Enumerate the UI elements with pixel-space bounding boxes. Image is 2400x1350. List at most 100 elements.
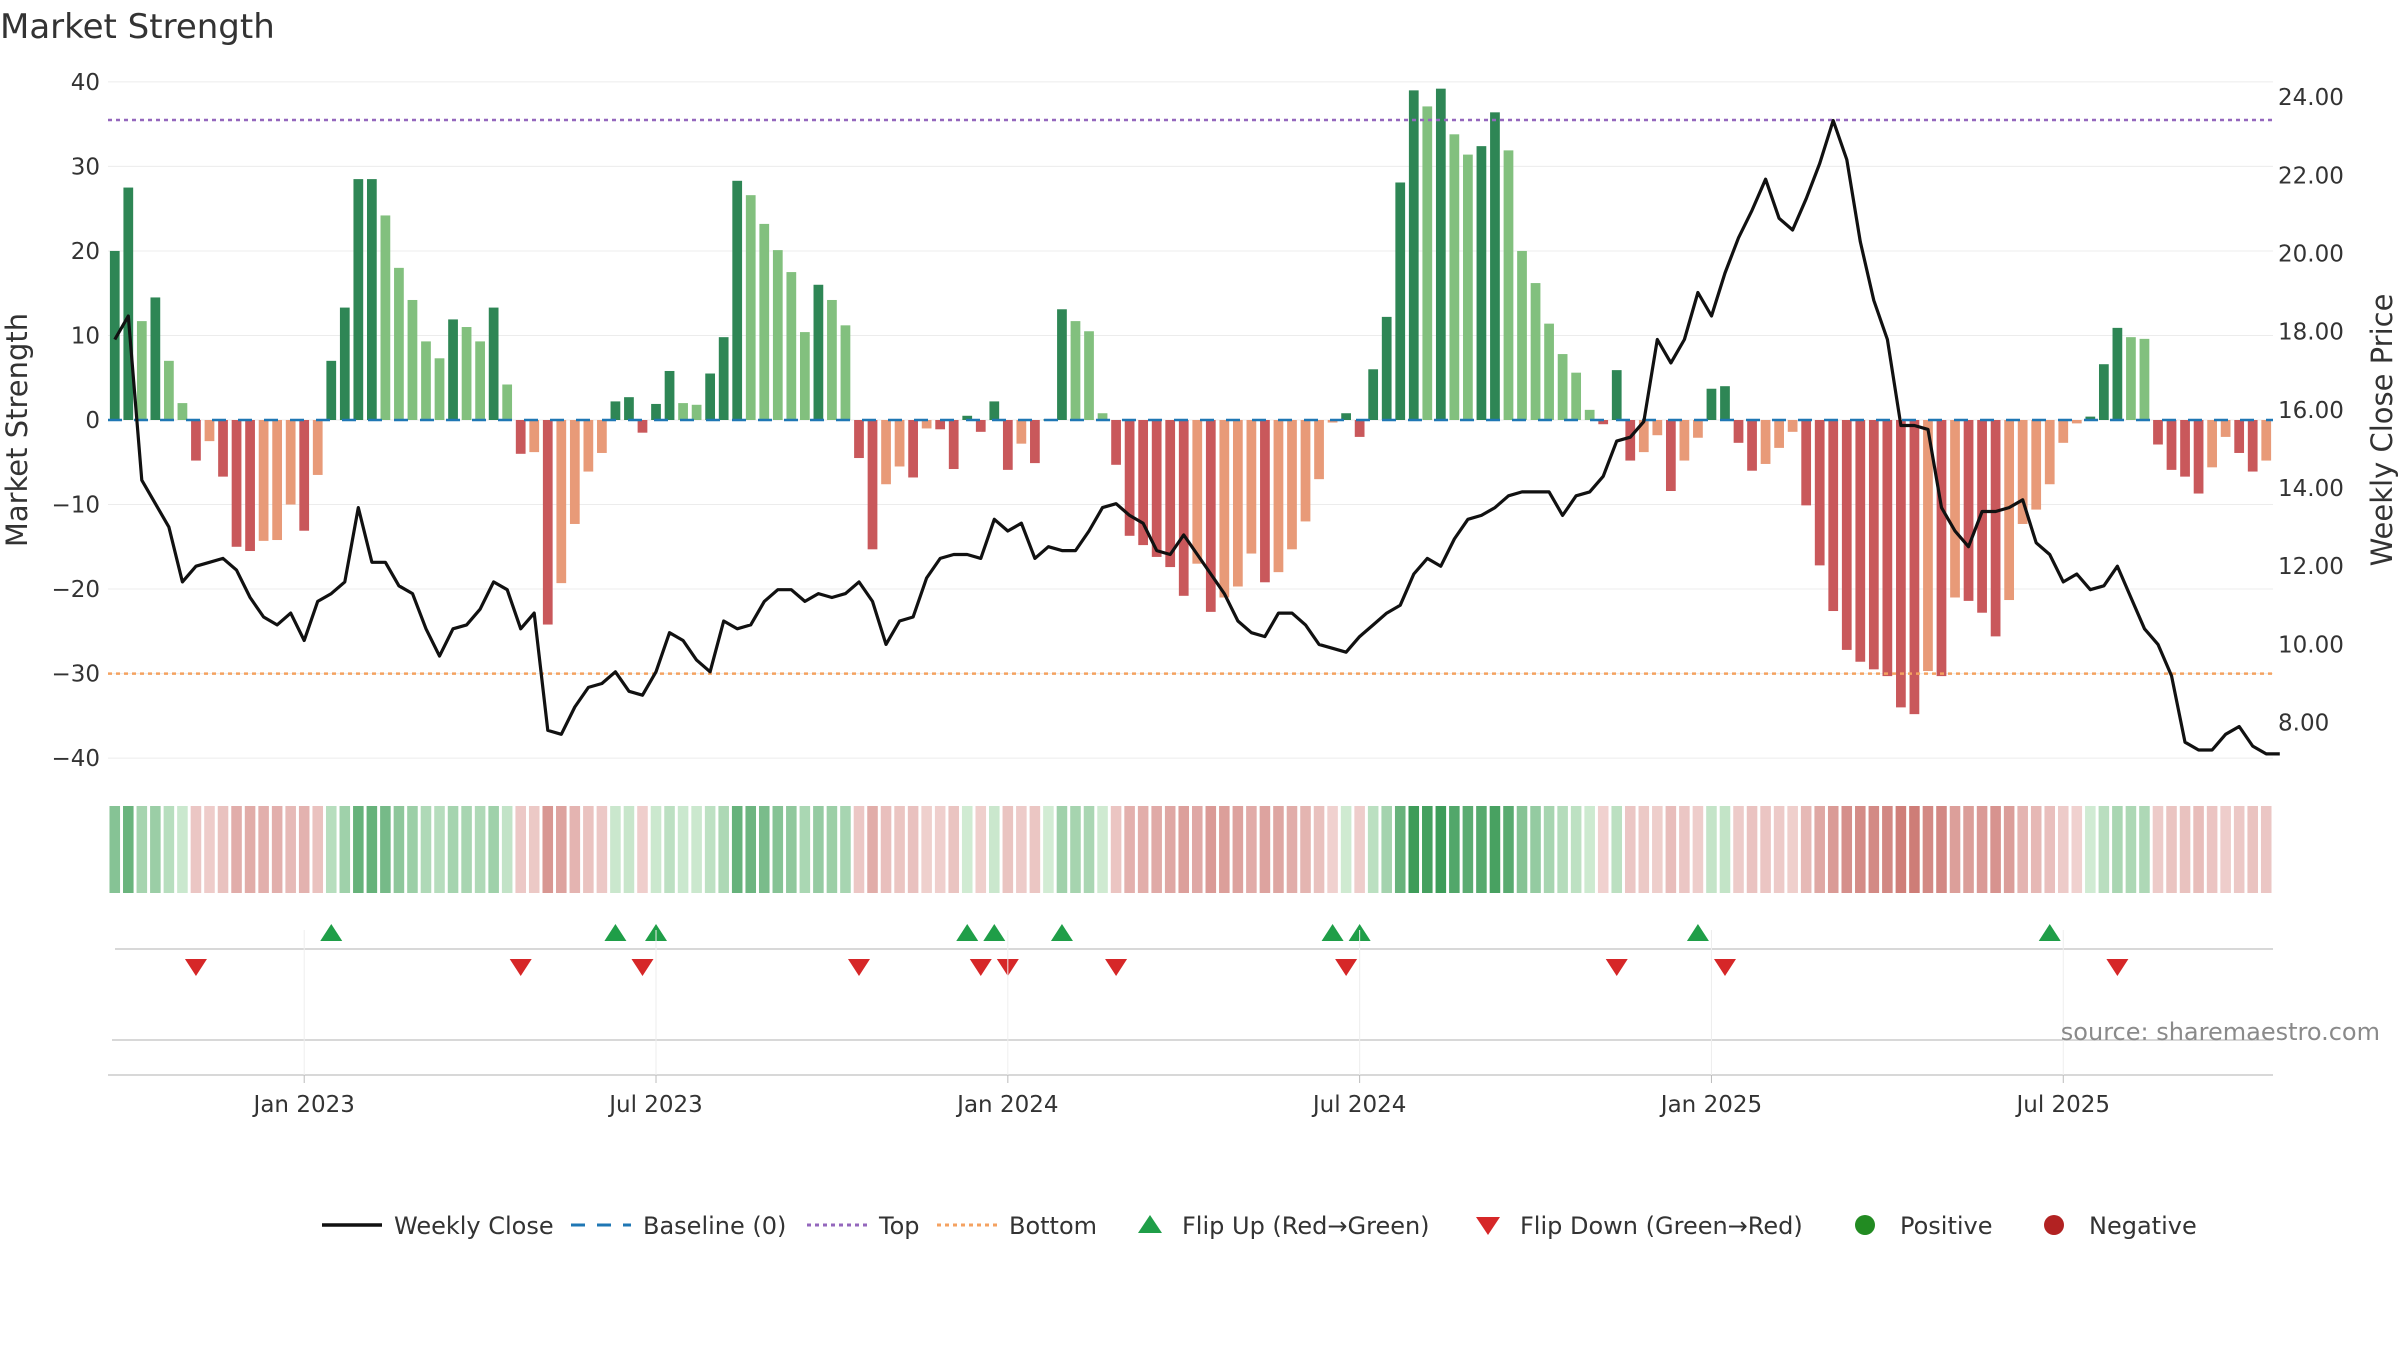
heat-cell (258, 806, 269, 893)
heat-cell (772, 806, 784, 893)
strength-bar (421, 341, 431, 420)
heat-cell (1868, 806, 1880, 893)
strength-bar (1706, 388, 1717, 420)
strength-bar (353, 179, 364, 420)
heat-cell (989, 806, 1000, 893)
heat-cell (745, 806, 757, 893)
right-tick-label: 16.00 (2278, 398, 2344, 424)
strength-bar (624, 397, 634, 420)
strength-bar (2180, 420, 2190, 477)
heat-cell (2085, 806, 2096, 893)
strength-bar (1490, 112, 1500, 420)
heat-cell (1570, 806, 1582, 893)
heat-cell (177, 806, 188, 893)
flip-up-marker (604, 924, 627, 941)
heat-cell (1178, 806, 1190, 893)
strength-bar (394, 267, 404, 420)
strength-bar (1868, 420, 1879, 670)
heat-cell (393, 806, 405, 893)
heat-cell (2112, 806, 2123, 893)
heat-cell (380, 806, 391, 893)
strength-bar (542, 420, 553, 625)
flip-up-marker (1050, 924, 1073, 941)
flip-down-marker (1713, 959, 1736, 976)
heat-cell (867, 806, 878, 893)
heat-cell (2030, 806, 2042, 893)
strength-bar (1977, 420, 1987, 613)
strength-bar (136, 321, 147, 420)
heat-cell (136, 806, 148, 893)
right-tick-label: 10.00 (2278, 632, 2344, 658)
strength-bar (2017, 420, 2028, 524)
flip-down-marker (969, 959, 992, 976)
strength-bar (123, 187, 134, 420)
strength-bar (1841, 420, 1852, 650)
legend-label: Flip Up (Red→Green) (1182, 1212, 1430, 1240)
heat-cell (1327, 806, 1338, 893)
strength-bar (1314, 420, 1324, 480)
strength-bar (948, 420, 959, 470)
strength-bar (569, 420, 580, 524)
strength-bar (1097, 413, 1108, 420)
right-tick-label: 22.00 (2278, 163, 2344, 189)
strength-bar (1287, 420, 1297, 550)
heat-cell (1516, 806, 1528, 893)
strength-bar (867, 420, 878, 550)
strength-bar (597, 420, 607, 453)
heat-cell (731, 806, 743, 893)
weekly-close-line-group (113, 118, 2280, 756)
heat-cell (623, 806, 635, 893)
heat-cell (1408, 806, 1420, 893)
heat-cell (1733, 806, 1744, 893)
strength-bar (258, 420, 269, 541)
left-tick-label: −40 (51, 746, 100, 772)
strength-bar (2261, 420, 2272, 461)
strength-bar (2234, 420, 2245, 453)
heat-cell (1855, 806, 1866, 893)
heat-cell (1990, 806, 2001, 893)
strength-bar (1963, 420, 1974, 601)
strength-bar (1814, 420, 1825, 566)
strength-bar (2139, 338, 2150, 420)
legend-flip-down-swatch (1476, 1217, 1500, 1235)
heat-cell (1313, 806, 1325, 893)
strength-bar (1936, 420, 1947, 677)
heat-cell (2260, 806, 2272, 893)
heat-cell (2152, 806, 2164, 893)
strength-bar (1571, 372, 1582, 420)
flip-down-marker (847, 959, 870, 976)
strength-bar (678, 403, 688, 420)
strength-bar (299, 420, 310, 531)
left-tick-label: 40 (71, 70, 100, 96)
heat-cell (217, 806, 229, 893)
strength-bar (231, 420, 242, 547)
left-tick-label: −10 (51, 493, 100, 519)
weekly-close-line (113, 118, 2280, 756)
heat-cell (1530, 806, 1541, 893)
strength-bar (881, 420, 891, 485)
heat-cell (528, 806, 540, 893)
heat-cell (799, 806, 811, 893)
heat-cell (474, 806, 486, 893)
strength-bar (2247, 420, 2258, 472)
strength-bar (1517, 250, 1527, 420)
strength-bar (1246, 420, 1257, 554)
strength-bar (2098, 364, 2109, 420)
heat-cell (461, 806, 472, 893)
heat-cell (190, 806, 202, 893)
heat-cell (1435, 806, 1447, 893)
heat-cell (1557, 806, 1568, 893)
strength-bar (1774, 420, 1784, 448)
heat-cell (610, 806, 621, 893)
heat-cell (840, 806, 851, 893)
x-tick-label: Jul 2023 (607, 1092, 703, 1118)
strength-bar (1801, 420, 1812, 506)
strength-bar (1057, 309, 1067, 420)
x-tick-label: Jan 2025 (1659, 1092, 1762, 1118)
heat-cell (1246, 806, 1257, 893)
heat-cell (1137, 806, 1149, 893)
strength-bar (1693, 420, 1703, 438)
heat-cell (434, 806, 445, 893)
strength-bar (1760, 420, 1771, 464)
